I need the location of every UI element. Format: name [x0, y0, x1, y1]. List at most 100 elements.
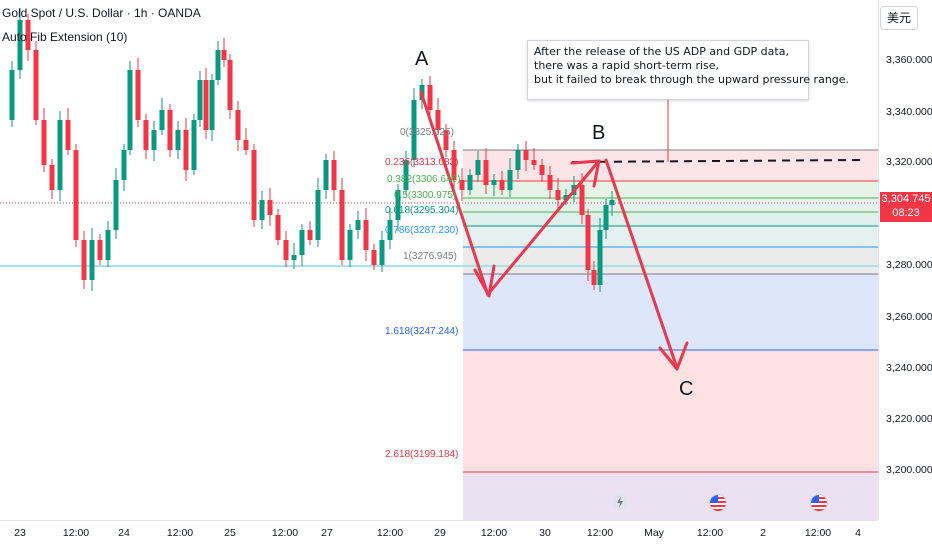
candle-body — [451, 150, 457, 180]
candle-body — [427, 85, 433, 110]
candle-body — [363, 220, 369, 250]
candle-body — [499, 180, 505, 190]
fib-label-2618: 2.618(3199.184) — [385, 449, 459, 460]
fib-zone-0236-0382 — [463, 181, 878, 198]
candle-body — [221, 50, 227, 60]
candle-body — [275, 215, 281, 240]
candle-body — [33, 50, 39, 120]
price-label: 3,260.000 — [886, 311, 932, 323]
candle-body — [347, 230, 353, 260]
wave-arrows — [419, 90, 689, 371]
arrow-a-to-low-head — [473, 264, 496, 298]
candle-body — [603, 205, 609, 230]
us-flag-icon[interactable] — [810, 494, 828, 512]
price-label: 3,360.000 — [886, 54, 932, 66]
time-axis[interactable] — [0, 520, 878, 551]
bar-countdown: 08:23 — [892, 207, 920, 219]
candle-body — [291, 255, 297, 260]
candle-body — [379, 240, 385, 265]
candle-body — [459, 180, 465, 190]
price-label: 3,340.000 — [886, 106, 932, 118]
fib-label-0618: 0.618(3295.304) — [385, 205, 459, 216]
fib-label-0: 0(3325.025) — [400, 127, 454, 138]
candle-body — [563, 195, 569, 200]
candle-body — [65, 120, 71, 150]
fib-label-0236: 0.236(3313.683) — [385, 157, 459, 168]
candle-body — [339, 190, 345, 260]
arrow-a-to-low — [419, 90, 490, 297]
candle-body — [539, 165, 545, 175]
candle-body — [323, 160, 329, 190]
candle-body — [435, 110, 441, 130]
candle-body — [403, 160, 409, 190]
candle-body — [159, 110, 165, 130]
wave-label-c: C — [679, 378, 694, 400]
time-label: 12:00 — [271, 527, 299, 539]
candle-body — [555, 190, 561, 200]
candle-body — [25, 20, 31, 50]
candle-body — [283, 240, 289, 260]
candle-body — [307, 230, 313, 240]
fib-zone-1618-2618 — [463, 350, 878, 472]
candle-body — [243, 140, 249, 150]
time-label: 12:00 — [62, 527, 90, 539]
time-label: 25 — [224, 527, 236, 539]
fib-zone-0-0236 — [463, 150, 878, 181]
indicator-label[interactable]: Auto Fib Extension (10) — [2, 30, 128, 44]
candle-body — [135, 70, 141, 120]
us-flag-icon[interactable] — [709, 494, 727, 512]
candle-body — [17, 20, 23, 70]
candle-body — [371, 250, 377, 265]
candle-body — [531, 160, 537, 165]
fib-label-0786: 0.786(3287.230) — [385, 225, 459, 236]
candle-body — [579, 185, 585, 215]
arrow-b-to-c-head — [658, 341, 689, 371]
candle-body — [597, 230, 603, 285]
fib-label-1618: 1.618(3247.244) — [385, 326, 459, 337]
candle-body — [151, 130, 157, 150]
candle-body — [395, 190, 401, 220]
arrow-low-to-b — [487, 160, 600, 295]
candle-body — [411, 100, 417, 160]
fib-zone-0382-05 — [463, 198, 878, 212]
candle-body — [315, 190, 321, 240]
price-label: 3,320.000 — [886, 156, 932, 168]
arrow-low-to-b-head — [570, 159, 601, 188]
time-label: 27 — [321, 527, 333, 539]
candle-body — [235, 110, 241, 140]
candle-body — [387, 220, 393, 240]
fib-zone-2618-plus — [463, 472, 878, 520]
candle-body — [483, 160, 489, 185]
current-price-value: 3,304.745 — [881, 193, 931, 205]
resistance-dashed-line — [571, 159, 863, 163]
fib-label-05: 0.5(3300.975) — [394, 190, 457, 201]
currency-button[interactable]: 美元 — [880, 6, 918, 30]
candle-body — [227, 60, 233, 110]
price-label: 3,280.000 — [886, 259, 932, 271]
candle-body — [443, 130, 449, 150]
candle-body — [89, 240, 95, 280]
fib-zones — [463, 150, 878, 520]
candle-body — [203, 80, 209, 130]
symbol-title[interactable]: Gold Spot / U.S. Dollar · 1h · OANDA — [2, 6, 201, 20]
candle-body — [183, 130, 189, 170]
annotation-note[interactable]: After the release of the US ADP and GDP … — [527, 40, 849, 100]
fib-zone-05-0618 — [463, 212, 878, 226]
price-label: 3,240.000 — [886, 362, 932, 374]
candle-body — [121, 150, 127, 180]
candle-body — [49, 165, 55, 190]
lightning-icon[interactable] — [612, 494, 628, 510]
time-label: 12:00 — [804, 527, 832, 539]
current-price-tag: 3,304.745 08:23 — [880, 192, 932, 222]
fib-label-1: 1(3276.945) — [403, 251, 457, 262]
candle-body — [267, 200, 273, 215]
candle-body — [609, 200, 615, 205]
candle-body — [331, 160, 337, 190]
candle-body — [209, 80, 215, 130]
time-label: 12:00 — [696, 527, 724, 539]
price-axis[interactable] — [878, 0, 932, 520]
annotation-line-1: After the release of the US ADP and GDP … — [534, 45, 789, 58]
candle-body — [105, 230, 111, 260]
